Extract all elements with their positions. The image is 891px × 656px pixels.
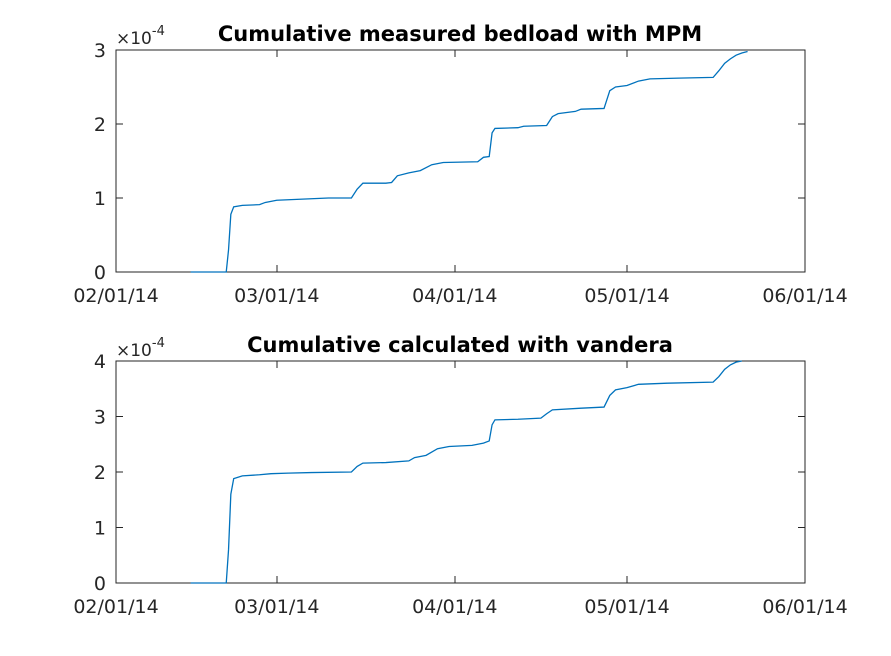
x-tick-label: 05/01/14 — [584, 596, 669, 618]
y-tick-label: 0 — [94, 573, 106, 595]
x-tick-label: 04/01/14 — [412, 285, 497, 307]
y-tick-label: 1 — [94, 188, 106, 210]
x-tick-label: 02/01/14 — [73, 596, 158, 618]
series-line — [190, 360, 742, 584]
chart-vandera: Cumulative calculated with vandera ×10-4… — [73, 333, 847, 618]
plot-box — [115, 49, 806, 273]
x-tick-label: 03/01/14 — [234, 596, 319, 618]
y-exponent-label: ×10-4 — [116, 336, 165, 361]
x-tick-label: 05/01/14 — [584, 285, 669, 307]
chart-title: Cumulative calculated with vandera — [247, 333, 673, 357]
y-tick-label: 2 — [94, 114, 106, 136]
y-tick-label: 3 — [94, 40, 106, 62]
y-exponent-label: ×10-4 — [116, 24, 165, 49]
y-tick-label: 4 — [94, 351, 106, 373]
plot-box — [115, 360, 806, 584]
y-tick-label: 1 — [94, 518, 106, 540]
x-tick-label: 03/01/14 — [234, 285, 319, 307]
chart-title: Cumulative measured bedload with MPM — [218, 22, 702, 46]
x-tick-label: 02/01/14 — [73, 285, 158, 307]
chart-measured-bedload: Cumulative measured bedload with MPM ×10… — [73, 22, 847, 307]
x-tick-label: 04/01/14 — [412, 596, 497, 618]
x-tick-label: 06/01/14 — [762, 596, 847, 618]
x-tick-label: 06/01/14 — [762, 285, 847, 307]
y-tick-label: 2 — [94, 462, 106, 484]
y-tick-label: 3 — [94, 407, 106, 429]
y-tick-label: 0 — [94, 262, 106, 284]
series-line — [190, 50, 748, 273]
